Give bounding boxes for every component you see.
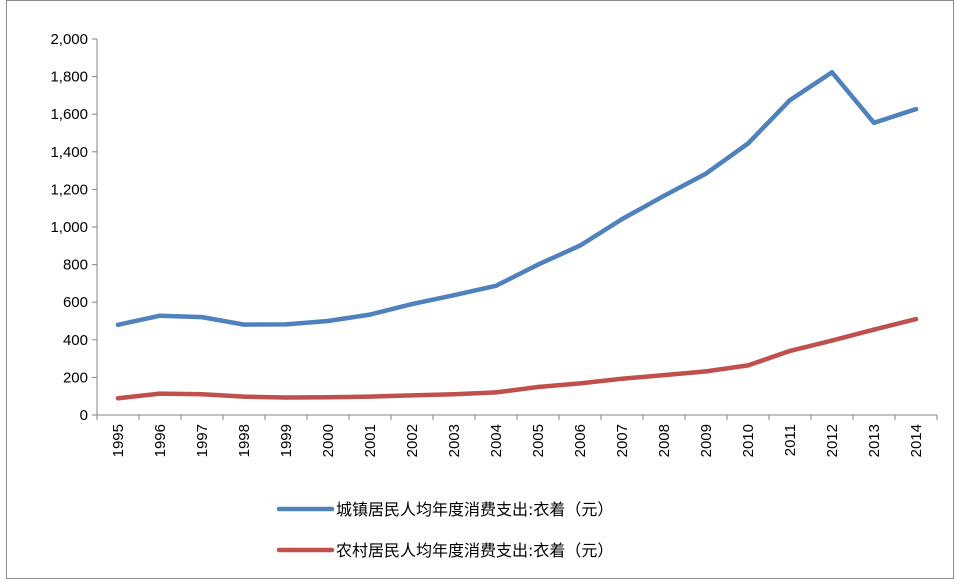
y-tick-label: 1,000 [50,219,88,236]
x-tick-label: 1995 [110,424,127,457]
data-point [157,313,163,318]
data-point [787,97,793,103]
data-point [535,384,541,390]
series-line-2 [115,316,919,401]
x-tick-label: 2010 [740,424,757,457]
legend-label-1: 城镇居民人均年度消费支出:衣着（元） [336,500,613,519]
x-tick-label: 2005 [530,424,547,457]
data-point [283,322,289,327]
x-tick-label: 2008 [656,424,673,457]
data-point [661,372,667,378]
y-tick-label: 400 [63,332,88,349]
legend-label-2: 农村居民人均年度消费支出:衣着（元） [336,541,613,560]
data-point [871,120,877,126]
y-tick-label: 0 [80,407,88,424]
data-point [829,70,835,75]
data-point [493,390,499,395]
data-point [703,171,709,176]
data-point [157,391,163,396]
x-tick-label: 2004 [488,424,505,457]
y-tick-label: 1,800 [50,69,88,86]
data-point [871,327,877,332]
series-line-1 [115,70,919,328]
data-point [829,338,835,343]
data-point [241,394,247,399]
data-point [283,395,289,400]
data-point [451,293,457,298]
data-point [451,392,457,397]
series-lines [115,70,919,401]
y-tick-label: 800 [63,257,88,274]
x-tick-label: 1997 [194,424,211,457]
data-point [409,393,415,398]
data-point [325,395,331,400]
data-point [367,394,373,399]
data-point [409,301,415,307]
data-point [577,381,583,386]
x-tick-label: 2001 [362,424,379,457]
x-axis: 1995 1996 1997 1998 1999 2000 2001 2002 2003 2004… [96,414,938,457]
data-point [241,322,247,327]
data-point [745,363,751,368]
x-tick-label: 2009 [698,424,715,457]
x-tick-label: 1999 [278,424,295,457]
x-tick-label: 2012 [824,424,841,457]
x-tick-label: 2003 [446,424,463,457]
data-point [577,243,583,248]
data-point [787,348,793,354]
data-point [115,322,121,327]
x-tick-label: 2007 [614,424,631,457]
y-axis: 0 200 400 600 800 1,000 1,200 1,400 1,600 1,800 2,… [50,31,98,424]
x-tick-label: 2011 [782,424,799,456]
legend: 城镇居民人均年度消费支出:衣着（元） 农村居民人均年度消费支出:衣着（元） [276,500,613,560]
y-tick-label: 2,000 [50,31,88,48]
y-tick-label: 200 [63,369,88,386]
data-point [199,314,205,320]
x-tick-label: 2014 [908,424,925,457]
x-tick-label: 2000 [320,424,337,457]
data-point [619,376,625,381]
data-point [115,396,121,401]
data-point [367,312,373,317]
x-tick-label: 1998 [236,424,253,457]
data-point [745,141,751,146]
data-point [199,392,205,397]
y-tick-label: 600 [63,294,88,311]
data-point [325,318,331,324]
data-point [493,283,499,289]
x-tick-label: 1996 [152,424,169,457]
data-point [661,193,667,198]
data-point [703,369,709,374]
data-point [619,216,625,222]
y-tick-label: 1,600 [50,106,88,123]
y-tick-label: 1,200 [50,181,88,198]
x-tick-label: 2013 [866,424,883,457]
data-point [913,106,919,112]
x-tick-label: 2006 [572,424,589,457]
data-point [535,262,541,267]
y-tick-label: 1,400 [50,144,88,161]
x-tick-label: 2002 [404,424,421,457]
data-point [913,316,919,322]
